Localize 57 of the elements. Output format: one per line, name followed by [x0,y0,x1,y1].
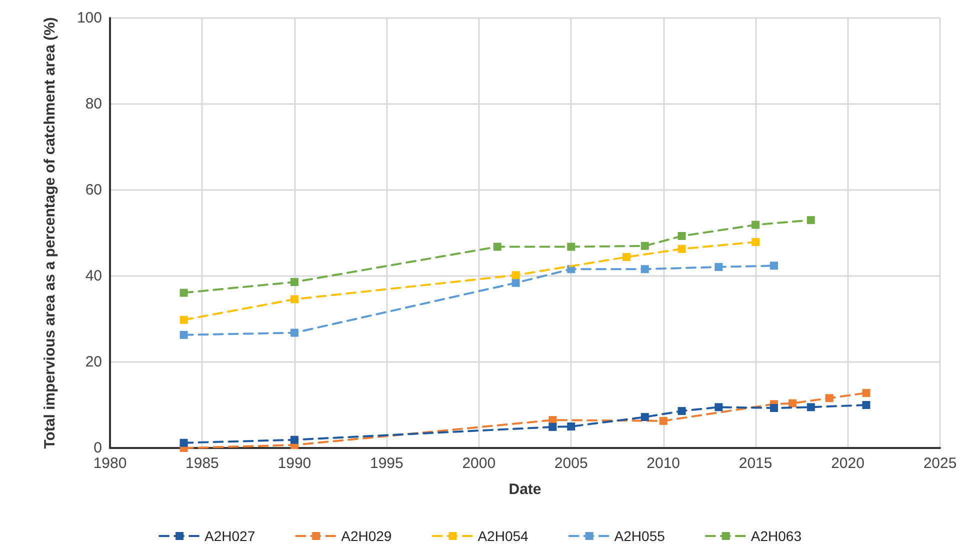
x-tick-label: 2015 [738,455,772,472]
point [567,422,576,430]
point [290,436,298,444]
point [788,399,796,408]
point [806,403,815,412]
point [752,238,760,246]
y-tick-label: 0 [94,440,102,456]
legend-label: A2H029 [341,528,392,544]
x-tick-label: 1980 [93,455,127,472]
point [640,265,649,274]
y-axis-title: Total impervious area as a percentage of catchment area (%) [42,17,58,449]
point [678,407,686,416]
y-tick-label: 100 [76,10,102,26]
point [862,401,870,409]
point [180,316,188,324]
point [752,220,760,229]
legend-label: A2H054 [478,528,529,544]
point [180,438,188,447]
point [770,404,778,412]
point [290,278,298,286]
point [806,216,815,224]
point [290,295,298,304]
x-tick-label: 2020 [831,455,864,472]
y-tick-label: 80 [85,96,102,112]
point [512,271,520,280]
point [862,388,870,397]
point [493,242,502,251]
point [714,262,723,271]
y-tick-label: 40 [85,268,102,284]
point [678,244,686,253]
point [678,232,686,240]
x-tick-label: 2025 [923,455,957,472]
point [548,422,557,431]
x-tick-label: 1990 [278,455,312,472]
legend-label: A2H027 [204,528,256,544]
point [825,394,834,402]
x-tick-label: 2010 [646,455,680,472]
point [512,278,520,287]
x-tick-label: 1985 [186,455,219,472]
legend-label: A2H063 [750,528,802,544]
point [640,413,649,422]
point [290,328,298,337]
y-tick-label: 60 [85,182,102,198]
point [659,416,668,425]
point [622,253,630,262]
y-tick-label: 20 [85,354,102,370]
legend-label: A2H055 [614,528,666,544]
point [714,403,723,412]
point [640,242,649,250]
x-tick-label: 2000 [462,455,496,472]
x-tick-label: 1995 [370,455,404,472]
x-axis-title: Date [508,481,542,498]
point [770,262,778,270]
x-tick-label: 2005 [554,455,588,472]
point [567,242,576,251]
point [180,330,188,339]
point [180,288,188,297]
